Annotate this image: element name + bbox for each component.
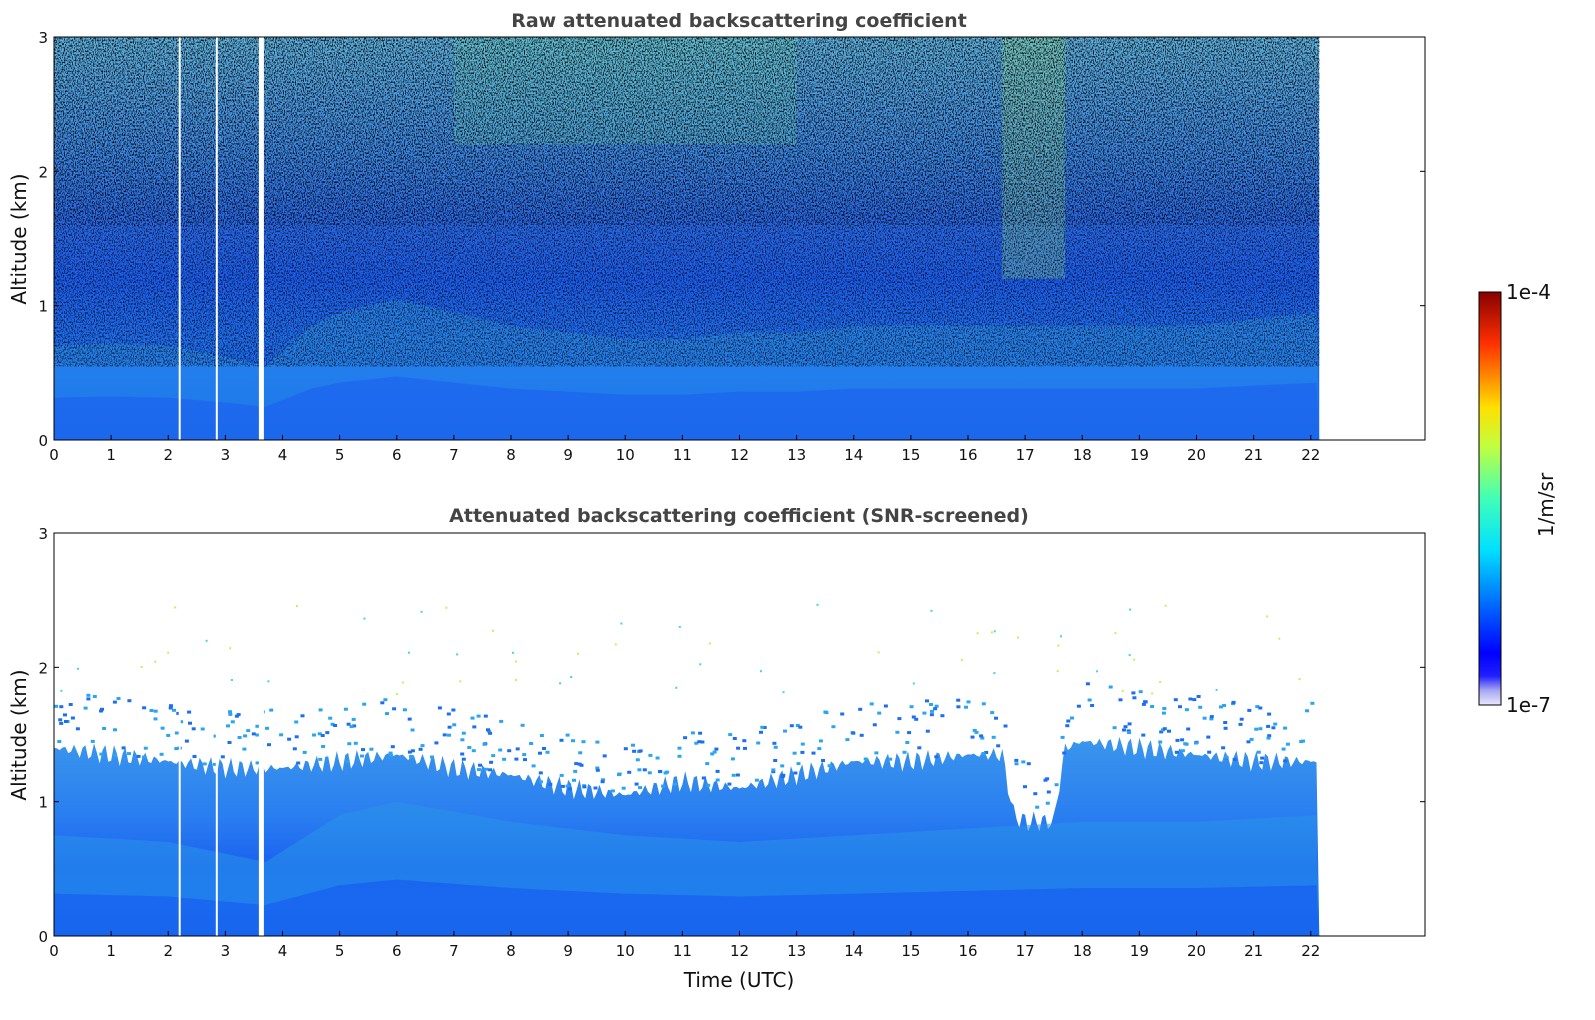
p2-ytick-label: 3 <box>38 525 48 543</box>
p1-xtick-label: 0 <box>49 446 59 464</box>
colorbar-min-label: 1e-7 <box>1506 693 1551 717</box>
colorbar-unit-label: 1/m/sr <box>1534 472 1558 537</box>
p1-xtick-label: 4 <box>278 446 288 464</box>
p1-ytick-label: 1 <box>38 298 48 316</box>
p1-xtick-label: 19 <box>1130 446 1149 464</box>
p1-ytick-label: 2 <box>38 163 48 181</box>
p1-xtick-label: 20 <box>1187 446 1206 464</box>
p1-xtick-label: 15 <box>901 446 920 464</box>
p2-xtick-label: 5 <box>335 942 345 960</box>
p1-xtick-label: 13 <box>787 446 806 464</box>
p1-ytick-label: 3 <box>38 29 48 47</box>
p2-xtick-label: 20 <box>1187 942 1206 960</box>
p1-xtick-label: 8 <box>506 446 516 464</box>
p1-xtick-label: 17 <box>1016 446 1035 464</box>
p2-xtick-label: 3 <box>221 942 231 960</box>
p1-xtick-label: 11 <box>673 446 692 464</box>
p2-ytick-label: 0 <box>38 928 48 946</box>
p1-xtick-label: 7 <box>449 446 459 464</box>
raw-backscatter-panel: Raw attenuated backscattering coefficien… <box>7 10 1426 464</box>
p1-xtick-label: 6 <box>392 446 402 464</box>
panel2-x-axis: 0 1 2 3 4 5 6 7 8 9 10 11 12 13 14 15 16 17 18 19 20 21 22 <box>49 931 1320 960</box>
p2-ytick-label: 1 <box>38 794 48 812</box>
p1-xtick-label: 16 <box>958 446 977 464</box>
p2-xtick-label: 19 <box>1130 942 1149 960</box>
panel1-x-axis: 0 1 2 3 4 5 6 7 8 9 10 11 12 13 14 15 16 17 18 19 20 21 22 <box>49 435 1320 464</box>
p2-xtick-label: 14 <box>844 942 863 960</box>
p2-xtick-label: 7 <box>449 942 459 960</box>
panel2-y-axis: 0 1 2 3 <box>38 525 1425 946</box>
p2-xtick-label: 12 <box>730 942 749 960</box>
p1-field <box>54 37 1320 440</box>
p2-xtick-label: 18 <box>1073 942 1092 960</box>
p1-xtick-label: 18 <box>1073 446 1092 464</box>
p1-xtick-label: 22 <box>1301 446 1320 464</box>
panel2-heatmap <box>54 533 1320 936</box>
p2-xtick-label: 13 <box>787 942 806 960</box>
p2-xtick-label: 17 <box>1016 942 1035 960</box>
p2-xtick-label: 16 <box>958 942 977 960</box>
panel2-title: Attenuated backscattering coefficient (S… <box>449 505 1029 527</box>
panel1-y-axis: 0 1 2 3 <box>38 29 1425 450</box>
panel1-ylabel: Altitude (km) <box>7 173 31 304</box>
panel1-title: Raw attenuated backscattering coefficien… <box>511 10 967 32</box>
p2-field <box>54 533 1320 936</box>
p1-xtick-label: 2 <box>163 446 173 464</box>
panel1-heatmap <box>54 37 1320 440</box>
panel2-ylabel: Altitude (km) <box>7 669 31 800</box>
p2-ytick-label: 2 <box>38 659 48 677</box>
p1-xtick-label: 10 <box>616 446 635 464</box>
p1-xtick-label: 12 <box>730 446 749 464</box>
p2-xtick-label: 11 <box>673 942 692 960</box>
p2-xtick-label: 10 <box>616 942 635 960</box>
screened-backscatter-panel: Attenuated backscattering coefficient (S… <box>7 505 1426 992</box>
colorbar-gradient <box>1478 291 1502 706</box>
p2-xtick-label: 22 <box>1301 942 1320 960</box>
p1-xtick-label: 14 <box>844 446 863 464</box>
p2-xtick-label: 9 <box>563 942 573 960</box>
p2-xtick-label: 8 <box>506 942 516 960</box>
p2-xtick-label: 21 <box>1244 942 1263 960</box>
p1-xtick-label: 21 <box>1244 446 1263 464</box>
p2-xtick-label: 1 <box>106 942 116 960</box>
p1-xtick-label: 5 <box>335 446 345 464</box>
p1-xtick-label: 1 <box>106 446 116 464</box>
p1-ytick-label: 0 <box>38 432 48 450</box>
p1-xtick-label: 3 <box>221 446 231 464</box>
panel2-xlabel: Time (UTC) <box>683 968 795 992</box>
colorbar: 1e-4 1e-7 1/m/sr <box>1478 280 1558 717</box>
p2-xtick-label: 15 <box>901 942 920 960</box>
p2-xtick-label: 6 <box>392 942 402 960</box>
p2-xtick-label: 0 <box>49 942 59 960</box>
p1-xtick-label: 9 <box>563 446 573 464</box>
p2-xtick-label: 2 <box>163 942 173 960</box>
p2-xtick-label: 4 <box>278 942 288 960</box>
colorbar-max-label: 1e-4 <box>1506 280 1551 304</box>
